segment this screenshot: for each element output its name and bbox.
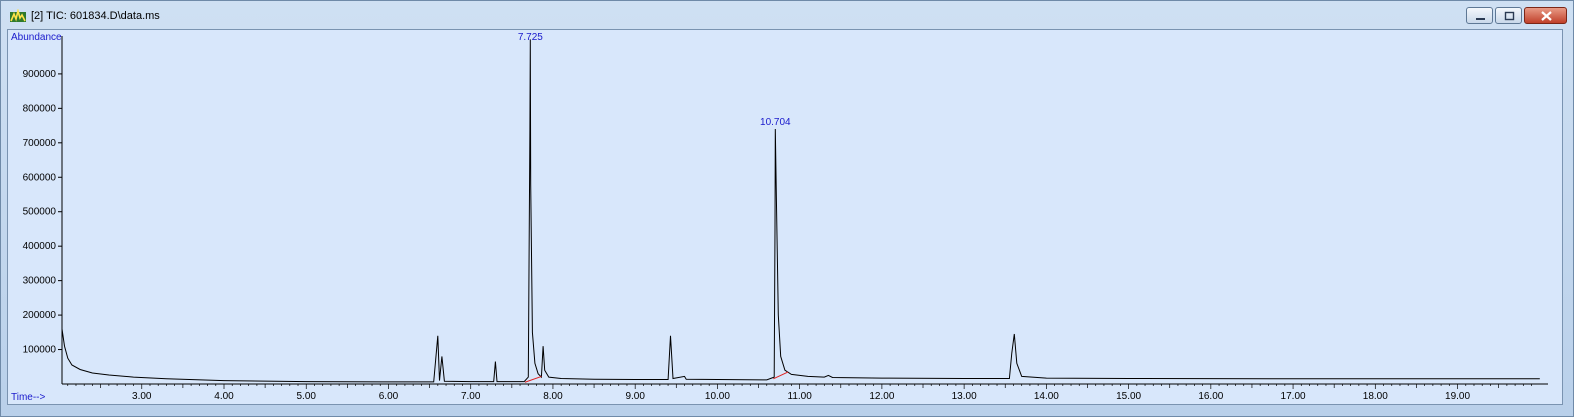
minimize-button[interactable] xyxy=(1466,7,1493,24)
y-tick-label: 700000 xyxy=(23,138,57,149)
x-tick-label: 10.00 xyxy=(705,391,730,402)
x-tick-label: 8.00 xyxy=(543,391,563,402)
maximize-icon xyxy=(1504,11,1515,21)
y-tick-label: 500000 xyxy=(23,207,57,218)
integration-baseline xyxy=(524,375,542,383)
y-tick-label: 400000 xyxy=(23,241,57,252)
tic-trace xyxy=(61,39,1540,383)
y-tick-label: 600000 xyxy=(23,172,57,183)
chromatogram-svg: Abundance Time--> 100000 200000 300000 4000… xyxy=(11,32,1548,403)
x-tick-label: 16.00 xyxy=(1198,391,1223,402)
y-tick-label: 900000 xyxy=(23,69,57,80)
x-tick-label: 13.00 xyxy=(952,391,977,402)
x-tick-label: 6.00 xyxy=(379,391,399,402)
x-tick-label: 17.00 xyxy=(1281,391,1306,402)
y-tick-label: 100000 xyxy=(23,345,57,356)
x-tick-label: 18.00 xyxy=(1363,391,1388,402)
y-tick-label: 800000 xyxy=(23,103,57,114)
chromatogram-plot[interactable]: Abundance Time--> 100000 200000 300000 4000… xyxy=(7,29,1563,405)
close-button[interactable] xyxy=(1524,7,1567,24)
x-tick-label: 15.00 xyxy=(1116,391,1141,402)
x-tick-label: 12.00 xyxy=(869,391,894,402)
axes xyxy=(61,36,1548,385)
window-title: [2] TIC: 601834.D\data.ms xyxy=(31,10,160,22)
x-tick-label: 4.00 xyxy=(214,391,234,402)
y-axis-label: Abundance xyxy=(11,32,62,43)
y-tick-label: 300000 xyxy=(23,276,57,287)
ticks: 100000 200000 300000 400000 500000 600000 7000… xyxy=(23,69,1532,402)
traces xyxy=(61,39,1540,383)
minimize-icon xyxy=(1476,18,1485,20)
peak-label: 10.704 xyxy=(760,117,791,128)
x-tick-label: 11.00 xyxy=(788,391,813,402)
x-tick-label: 9.00 xyxy=(625,391,645,402)
x-tick-label: 5.00 xyxy=(297,391,317,402)
x-tick-label: 7.00 xyxy=(461,391,481,402)
x-axis-label: Time--> xyxy=(11,392,46,403)
y-tick-label: 200000 xyxy=(23,310,57,321)
maximize-button[interactable] xyxy=(1495,7,1522,24)
close-icon xyxy=(1541,11,1552,21)
x-tick-label: 3.00 xyxy=(132,391,152,402)
x-tick-label: 14.00 xyxy=(1034,391,1059,402)
x-tick-label: 19.00 xyxy=(1445,391,1470,402)
peak-label: 7.725 xyxy=(518,32,543,43)
peak-labels: 7.725 10.704 xyxy=(518,32,791,128)
chromatogram-app-icon xyxy=(10,7,26,23)
integration-baseline xyxy=(773,371,789,380)
title-bar[interactable]: [2] TIC: 601834.D\data.ms xyxy=(1,1,1573,29)
